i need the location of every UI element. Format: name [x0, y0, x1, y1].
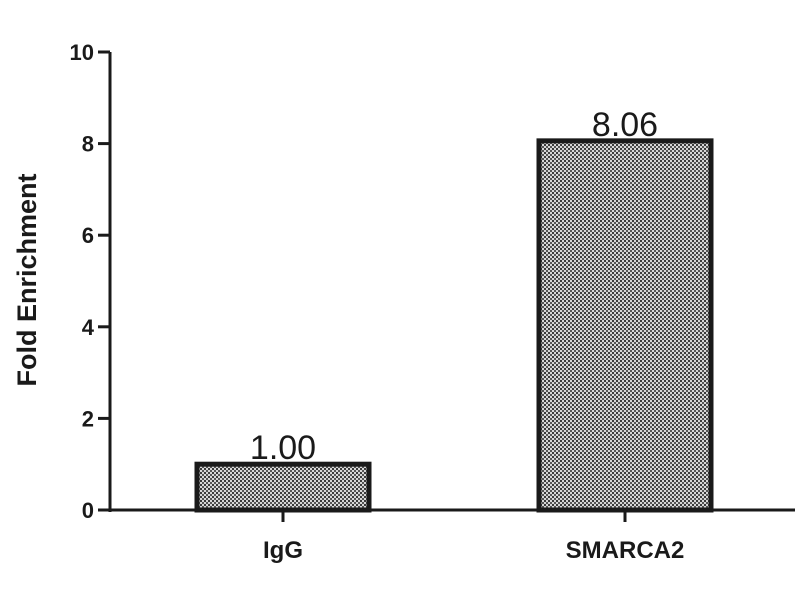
- y-tick-label-6: 6: [82, 223, 94, 248]
- y-axis-label: Fold Enrichment: [12, 173, 42, 386]
- data-label-igg: 1.00: [250, 429, 316, 467]
- x-tick-label-igg: IgG: [263, 537, 303, 564]
- bar-smarca2: [536, 138, 714, 513]
- y-tick-label-10: 10: [70, 40, 94, 65]
- y-tick-label-0: 0: [82, 498, 94, 523]
- category-labels: IgG SMARCA2: [263, 537, 684, 564]
- data-labels: 1.00 8.06: [250, 106, 658, 467]
- y-tick-label-4: 4: [82, 315, 95, 340]
- x-tick-label-smarca2: SMARCA2: [566, 537, 685, 564]
- y-tick-label-8: 8: [82, 132, 94, 157]
- bars: [194, 138, 714, 513]
- bar-igg: [194, 461, 372, 513]
- data-label-smarca2: 8.06: [592, 106, 658, 144]
- y-tick-label-2: 2: [82, 406, 94, 431]
- y-axis: 0 2 4 6 8 10: [70, 40, 112, 523]
